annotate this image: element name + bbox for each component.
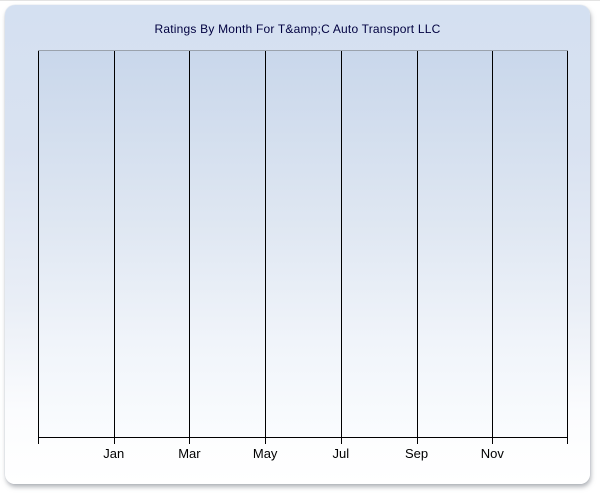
gridline xyxy=(189,51,191,444)
x-axis-tick-label: Jul xyxy=(332,446,350,461)
gridline xyxy=(113,51,115,444)
gridline xyxy=(492,51,494,444)
plot-area: Jan Mar May Jul Sep Nov xyxy=(38,50,568,461)
page-top-divider xyxy=(0,0,600,1)
gridline xyxy=(416,51,418,444)
gridline xyxy=(38,51,39,444)
x-axis-tick-label: Mar xyxy=(178,446,201,461)
chart-panel: Ratings By Month For T&amp;C Auto Transp… xyxy=(5,5,590,484)
chart-title: Ratings By Month For T&amp;C Auto Transp… xyxy=(154,22,441,36)
x-axis-tick-label: Nov xyxy=(480,446,504,461)
x-axis-tick-label: Sep xyxy=(404,446,429,461)
x-axis-tick-label: May xyxy=(252,446,278,461)
gridline xyxy=(265,51,267,444)
gridline xyxy=(340,51,342,444)
x-axis-tick-label: Jan xyxy=(103,446,125,461)
gridline xyxy=(567,51,568,444)
